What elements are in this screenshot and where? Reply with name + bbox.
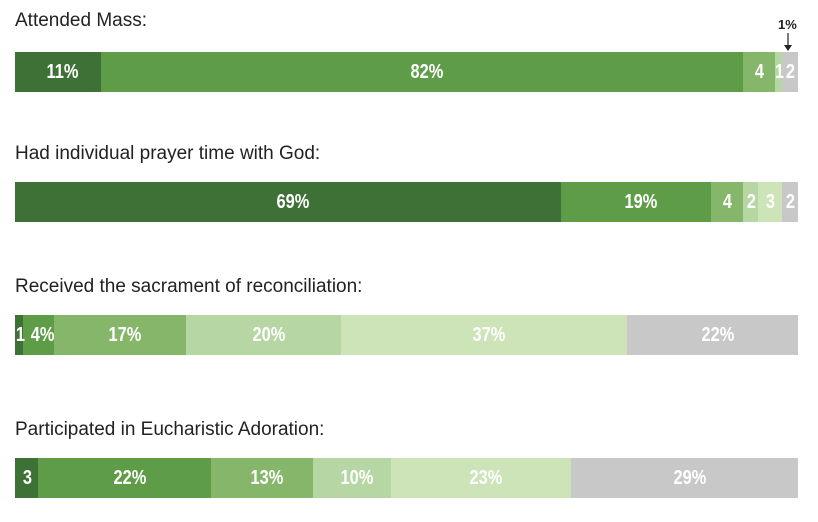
bar-segment bbox=[15, 52, 101, 92]
bar-segment-label: 37% bbox=[472, 324, 506, 346]
bar-segment-label: 4 bbox=[754, 61, 765, 83]
row-title: Participated in Eucharistic Adoration: bbox=[15, 419, 325, 440]
bar-segment-label: 4% bbox=[30, 324, 55, 346]
bar-segment-label: 69% bbox=[276, 191, 310, 213]
bar-segment bbox=[15, 315, 23, 355]
bar-segment bbox=[38, 458, 211, 498]
bar-segment bbox=[775, 52, 782, 92]
bar-segment-label: 82% bbox=[410, 61, 444, 83]
bar-segment bbox=[23, 315, 54, 355]
bar-segment bbox=[782, 52, 798, 92]
bar-segment-label: 2 bbox=[785, 61, 796, 83]
bar-segment bbox=[743, 182, 758, 222]
bar-segment-label: 11% bbox=[46, 61, 79, 83]
bar-segment-label: 3 bbox=[22, 467, 32, 489]
bar-segment-label: 2 bbox=[785, 191, 796, 213]
row-title: Had individual prayer time with God: bbox=[15, 143, 321, 164]
bar-segment bbox=[782, 182, 798, 222]
row-title: Attended Mass: bbox=[15, 10, 148, 31]
bar-segment bbox=[101, 52, 743, 92]
row-title: Received the sacrament of reconciliation… bbox=[15, 276, 363, 297]
bar-segment bbox=[561, 182, 711, 222]
bar-segment bbox=[54, 315, 186, 355]
callout-arrow-icon bbox=[784, 33, 792, 51]
bar-segment-label: 19% bbox=[624, 191, 658, 213]
bar-segment-label: 17% bbox=[108, 324, 142, 346]
bar-segment-label: 22% bbox=[701, 324, 734, 346]
bar-segment bbox=[15, 182, 561, 222]
bar-segment bbox=[711, 182, 743, 222]
bar-segment-label: 20% bbox=[252, 324, 285, 346]
bar-segment-label: 1 bbox=[774, 61, 784, 83]
callout-label: 1% bbox=[778, 17, 797, 32]
bar-segment-label: 2 bbox=[746, 191, 756, 213]
bar-segment-label: 10% bbox=[340, 467, 374, 489]
bar-segment-label: 1 bbox=[15, 324, 26, 346]
bar-segment bbox=[211, 458, 313, 498]
stacked-bar: 69% 19% 4 2 3 2 bbox=[15, 182, 798, 222]
bar-segment-label: 23% bbox=[469, 467, 503, 489]
bar-segment-label: 22% bbox=[113, 467, 146, 489]
bar-segment bbox=[313, 458, 391, 498]
bar-segment-label: 13% bbox=[250, 467, 284, 489]
bar-segment bbox=[341, 315, 627, 355]
bar-segment bbox=[391, 458, 571, 498]
bar-segment bbox=[186, 315, 341, 355]
bar-segment bbox=[743, 52, 775, 92]
bar-segment bbox=[571, 458, 798, 498]
stacked-bar: 11% 82% 4 1 2 bbox=[15, 52, 798, 92]
bar-segment bbox=[627, 315, 798, 355]
stacked-bar: 1 4% 17% 20% 37% 22% bbox=[15, 315, 798, 355]
bar-segment bbox=[758, 182, 782, 222]
bar-segment bbox=[15, 458, 38, 498]
bar-segment-label: 29% bbox=[673, 467, 706, 489]
bar-segment-label: 3 bbox=[765, 191, 776, 213]
bar-segment-label: 4 bbox=[722, 191, 733, 213]
stacked-bar: 3 22% 13% 10% 23% 29% bbox=[15, 458, 798, 498]
